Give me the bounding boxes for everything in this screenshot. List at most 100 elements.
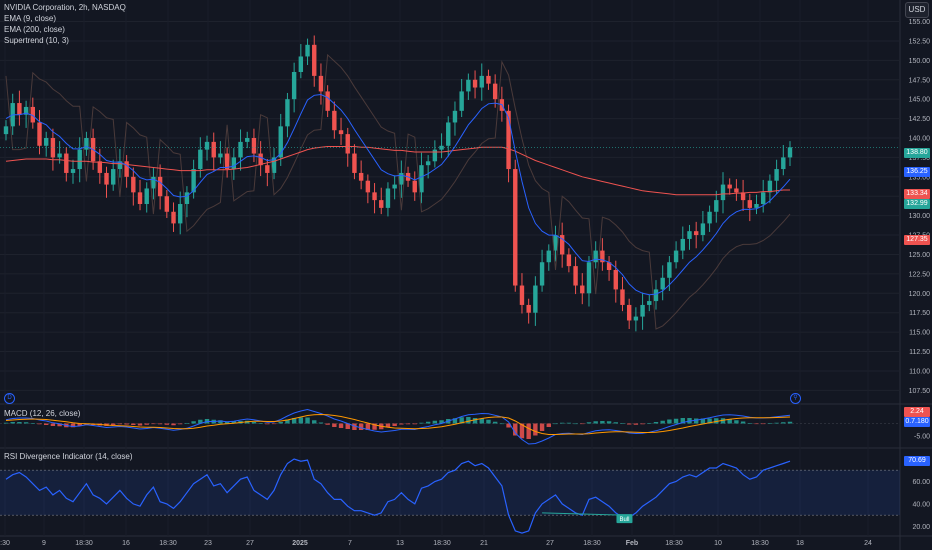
macd-histogram-bar [218, 420, 223, 424]
macd-histogram-bar [44, 423, 49, 425]
macd-histogram-bar [492, 421, 498, 424]
price-tick-label: 142.50 [909, 116, 931, 123]
macd-line [5, 408, 791, 445]
earnings-marker-icon[interactable]: ⚲ [790, 393, 801, 404]
candle-body [104, 172, 109, 185]
candle-body [325, 91, 330, 111]
macd-legend[interactable]: MACD (12, 26, close) [4, 409, 81, 418]
candle-body [251, 138, 257, 154]
macd-histogram-bar [486, 419, 491, 424]
macd-histogram-bar [77, 423, 82, 426]
candle-body [506, 110, 511, 170]
macd-histogram-bar [533, 423, 538, 436]
candle-body [546, 250, 551, 263]
time-tick-label: 24 [864, 540, 872, 547]
candle-body [184, 192, 190, 204]
macd-histogram-bar [586, 422, 592, 424]
candle-body [379, 200, 384, 208]
candle-body [70, 169, 76, 173]
candle-body [412, 180, 417, 193]
ema200-legend[interactable]: EMA (200, close) [4, 25, 65, 34]
candle-body [3, 126, 9, 135]
macd-histogram-bar [372, 423, 377, 430]
macd-histogram-bar [392, 423, 397, 426]
macd-histogram-bar [519, 423, 525, 439]
candle-body [164, 196, 170, 212]
candle-body [23, 106, 29, 115]
macd-histogram-bar [224, 421, 230, 424]
ema200-line [5, 146, 790, 196]
candle-body [774, 169, 779, 181]
symbol-title[interactable]: NVIDIA Corporation, 2h, NASDAQ [4, 3, 126, 12]
macd-histogram-bar [439, 420, 444, 424]
chart-legend: NVIDIA Corporation, 2h, NASDAQ EMA (9, c… [4, 2, 126, 46]
rsi-pane[interactable]: Bull [0, 458, 900, 534]
price-tick-label: 107.50 [909, 388, 931, 395]
rsi-value-tag: 70.69 [904, 456, 930, 466]
macd-histogram-bar [298, 417, 304, 424]
macd-histogram-bar [774, 422, 779, 424]
macd-histogram-bar [559, 422, 565, 424]
rsi-tick-label: 40.00 [912, 501, 930, 508]
currency-button[interactable]: USD [905, 2, 929, 18]
macd-pane[interactable] [0, 408, 900, 445]
candle-body [673, 250, 679, 263]
candle-body [727, 184, 732, 189]
candle-body [486, 75, 491, 84]
macd-histogram-bar [600, 421, 605, 424]
price-tick-label: 122.50 [909, 271, 931, 278]
macd-histogram-bar [285, 419, 290, 424]
macd-value-tag: 2.24 [904, 407, 930, 417]
time-tick-label: 27 [546, 540, 554, 547]
macd-histogram-bar [613, 422, 618, 424]
price-tick-label: 145.00 [909, 97, 931, 104]
price-pane[interactable] [0, 35, 900, 332]
macd-histogram-bar [412, 423, 417, 425]
macd-histogram-bar [647, 423, 652, 424]
candle-body [687, 231, 692, 239]
rsi-legend[interactable]: RSI Divergence Indicator (14, close) [4, 452, 133, 461]
macd-histogram-bar [781, 422, 786, 424]
rsi-tick-label: 20.00 [912, 524, 930, 531]
macd-histogram-bar [10, 422, 15, 424]
macd-histogram-bar [526, 423, 531, 439]
time-tick-label: 18:30 [583, 540, 601, 547]
candle-body [144, 188, 149, 204]
candle-body [452, 110, 458, 123]
macd-histogram-bar [700, 418, 706, 424]
candle-body [466, 79, 471, 92]
macd-histogram-bar [734, 420, 739, 424]
macd-histogram-bar [352, 423, 357, 430]
macd-histogram-bar [626, 423, 632, 425]
candle-body [392, 184, 397, 189]
macd-histogram-bar [291, 418, 297, 424]
candle-body [84, 138, 89, 150]
macd-histogram-bar [171, 423, 176, 426]
macd-histogram-bar [553, 423, 558, 425]
supertrend-legend[interactable]: Supertrend (10, 3) [4, 36, 69, 45]
macd-histogram-bar [70, 423, 76, 428]
macd-histogram-bar [278, 422, 283, 424]
macd-histogram-bar [673, 418, 679, 424]
candle-body [37, 122, 42, 146]
macd-histogram-bar [459, 417, 464, 424]
macd-histogram-bar [760, 423, 766, 425]
candle-body [754, 204, 759, 208]
dividends-marker-icon[interactable]: D [4, 393, 15, 404]
price-tick-label: 155.00 [909, 19, 931, 26]
low-price-tag: 127.35 [904, 235, 930, 245]
candle-body [647, 301, 652, 305]
macd-histogram-bar [318, 422, 324, 424]
macd-histogram-bar [151, 423, 156, 425]
candle-body [151, 176, 156, 189]
price-tick-label: 110.00 [909, 368, 930, 375]
ema9-legend[interactable]: EMA (9, close) [4, 14, 57, 23]
time-axis[interactable]: :30 9 18:30 16 18:30 23 27 2025 7 13 18:30 21 27 18:3… [0, 540, 872, 547]
candle-body [593, 250, 598, 263]
candle-body [365, 180, 371, 193]
macd-histogram-bar [680, 418, 685, 424]
bull-label-box [616, 514, 633, 524]
candle-body [97, 161, 103, 173]
